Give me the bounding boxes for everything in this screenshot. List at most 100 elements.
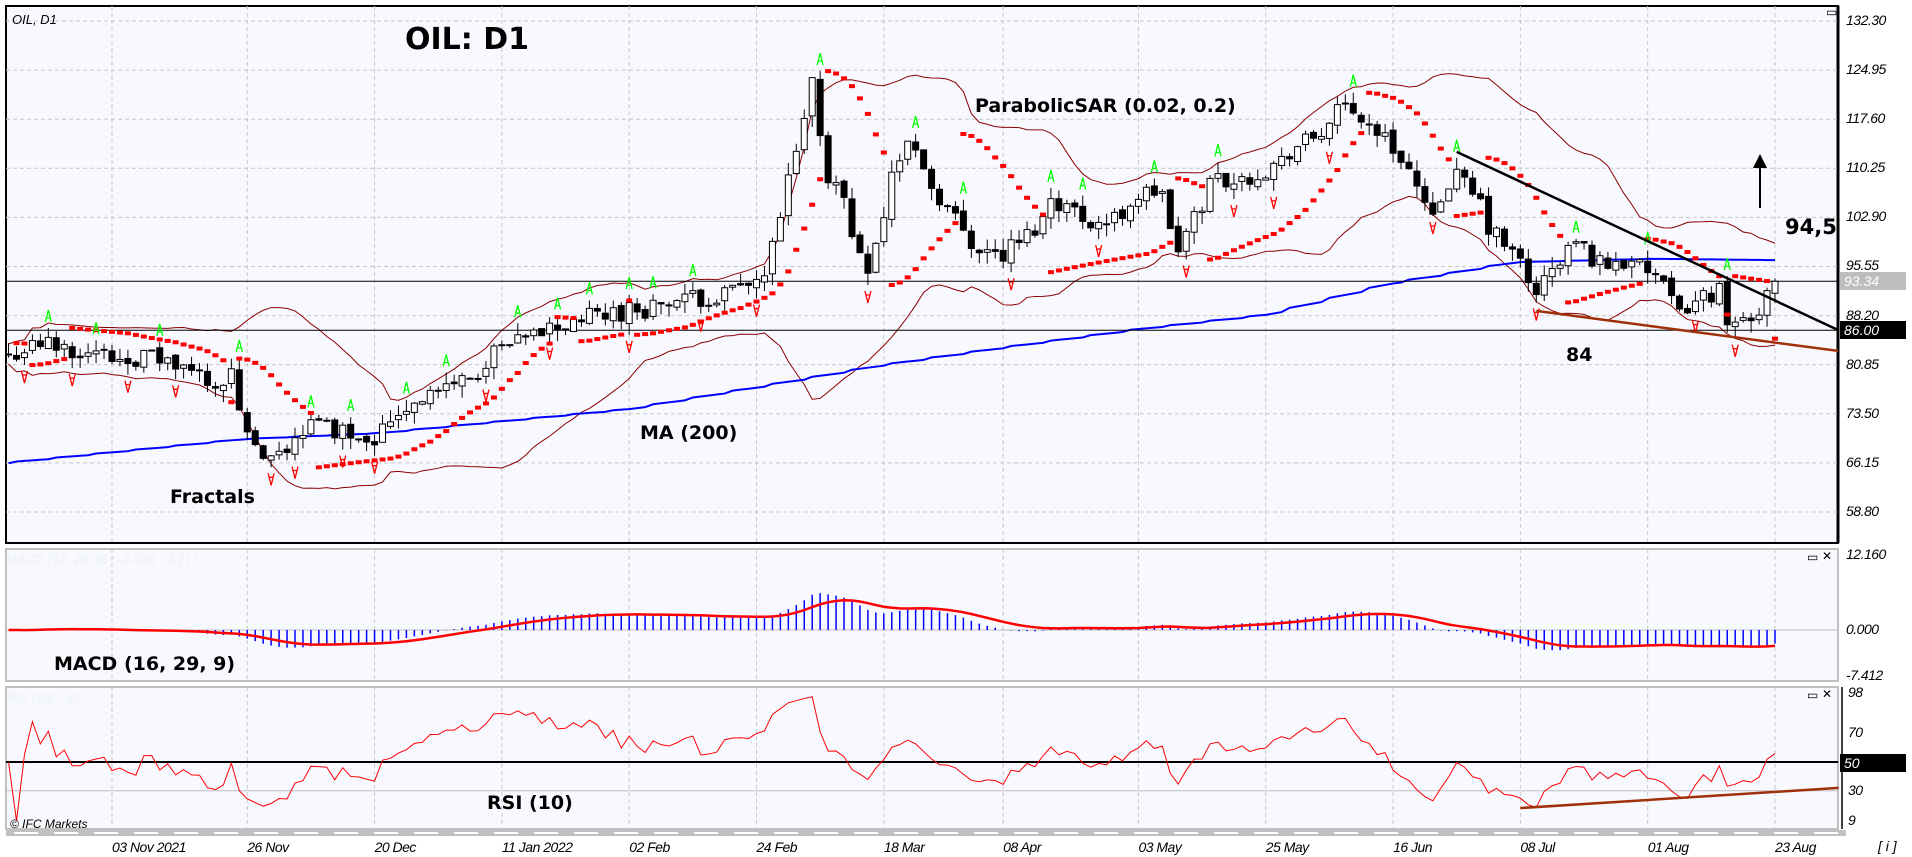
date-strip-dash bbox=[454, 832, 478, 834]
fractal-down-icon bbox=[1182, 265, 1190, 278]
candle-bear bbox=[538, 328, 546, 337]
sar-dot bbox=[1421, 121, 1428, 126]
sar-dot bbox=[284, 390, 291, 395]
candle-bull bbox=[1445, 188, 1453, 202]
candle-bull bbox=[140, 349, 148, 368]
macd-maximize-icon[interactable]: ▭ bbox=[1807, 550, 1819, 564]
fractal-up-icon bbox=[1453, 139, 1461, 152]
x-tick-label: 02 Feb bbox=[629, 839, 670, 855]
candle-bull bbox=[546, 322, 554, 335]
sar-dot bbox=[681, 325, 688, 330]
sar-dot bbox=[912, 267, 919, 272]
maximize-icon[interactable]: ▭ bbox=[1826, 5, 1838, 19]
candle-bull bbox=[800, 117, 808, 151]
sar-dot bbox=[1111, 257, 1118, 262]
candle-bear bbox=[108, 350, 116, 362]
candle-bull bbox=[1039, 216, 1047, 235]
macd-legend: MACD (12, 26, 9) : -3.043, -3.211 bbox=[6, 552, 198, 567]
sar-dot bbox=[1262, 235, 1269, 240]
sar-dot bbox=[1477, 210, 1484, 215]
candle-bull bbox=[227, 368, 235, 384]
candle-bull bbox=[1198, 210, 1206, 214]
fractal-down-icon bbox=[482, 389, 490, 402]
candle-bull bbox=[1278, 155, 1286, 166]
support-annotation: 84 bbox=[1566, 344, 1593, 366]
sar-dot bbox=[1501, 161, 1508, 166]
sar-dot bbox=[610, 334, 617, 339]
rsi-maximize-icon[interactable]: ▭ bbox=[1807, 688, 1819, 702]
candle-bull bbox=[1691, 300, 1699, 313]
sar-dot bbox=[745, 302, 752, 307]
candle-bear bbox=[1119, 209, 1127, 219]
trendline-resistance bbox=[1456, 150, 1838, 332]
candle-bull bbox=[649, 299, 657, 317]
info-button[interactable]: [ i ] bbox=[1878, 838, 1897, 854]
date-strip-dash bbox=[1374, 832, 1398, 834]
sar-dot bbox=[435, 434, 442, 439]
candle-bear bbox=[259, 445, 267, 459]
candle-bear bbox=[1707, 292, 1715, 303]
candle-bull bbox=[1254, 179, 1262, 188]
sar-dot bbox=[721, 310, 728, 315]
fractal-up-icon bbox=[1723, 258, 1731, 271]
candle-bear bbox=[323, 419, 331, 422]
sar-dot bbox=[188, 344, 195, 349]
fractal-down-icon bbox=[545, 347, 554, 360]
sar-dot bbox=[984, 146, 991, 151]
candle-bull bbox=[1572, 241, 1580, 244]
date-strip-dash bbox=[854, 832, 878, 834]
candle-bear bbox=[912, 141, 920, 151]
candle-bull bbox=[1636, 259, 1644, 263]
candle-bull bbox=[776, 216, 784, 242]
macd-close-icon[interactable]: ✕ bbox=[1822, 549, 1833, 563]
fractal-down-icon bbox=[267, 473, 275, 486]
candle-bull bbox=[339, 424, 347, 439]
candle-bear bbox=[371, 441, 379, 446]
sar-dot bbox=[244, 357, 251, 362]
candle-bear bbox=[554, 324, 562, 331]
sar-dot bbox=[753, 299, 760, 304]
candle-bull bbox=[1158, 191, 1166, 194]
candle-bear bbox=[991, 249, 999, 252]
sar-dot bbox=[1620, 285, 1627, 290]
sar-dot bbox=[475, 405, 482, 410]
candle-bear bbox=[132, 361, 140, 367]
sar-dot bbox=[1024, 195, 1031, 200]
sar-dot bbox=[45, 361, 52, 366]
macd-tick-label: 12.160 bbox=[1846, 546, 1886, 562]
fractal-up-icon bbox=[816, 52, 824, 66]
sar-dot bbox=[602, 335, 609, 340]
candle-bear bbox=[1341, 102, 1349, 105]
sar-dot bbox=[506, 378, 513, 383]
rsi-close-icon[interactable]: ✕ bbox=[1822, 687, 1833, 701]
sar-dot bbox=[323, 464, 330, 469]
sar-dot bbox=[1175, 176, 1182, 181]
candle-bull bbox=[1437, 201, 1445, 213]
candle-bull bbox=[1134, 198, 1142, 207]
x-tick-label: 08 Apr bbox=[1003, 839, 1041, 855]
date-strip-dash bbox=[974, 832, 998, 834]
candle-bull bbox=[1381, 132, 1389, 137]
candle-bear bbox=[1469, 177, 1477, 195]
y-tick-label: 73.50 bbox=[1846, 404, 1879, 421]
sar-dot bbox=[61, 357, 68, 362]
sar-dot bbox=[291, 398, 298, 403]
candle-bear bbox=[522, 335, 530, 338]
symbol-label: OIL, D1 bbox=[12, 12, 57, 27]
date-strip-dash bbox=[374, 832, 398, 834]
current-price-label: 93.34 bbox=[1840, 272, 1906, 290]
candle-bull bbox=[585, 307, 593, 324]
sar-dot bbox=[514, 370, 521, 375]
candle-bull bbox=[1206, 177, 1214, 212]
sar-dot bbox=[1445, 157, 1452, 162]
sar-dot bbox=[1294, 214, 1301, 219]
chart-title: OIL: D1 bbox=[405, 22, 529, 57]
sar-dot bbox=[1716, 274, 1723, 279]
candle-bull bbox=[490, 345, 498, 369]
sar-dot bbox=[1167, 240, 1174, 245]
candle-bear bbox=[1429, 202, 1437, 215]
sar-dot bbox=[347, 461, 354, 466]
sar-dot bbox=[538, 346, 545, 351]
y-tick-label: 66.15 bbox=[1846, 453, 1879, 470]
candle-bear bbox=[737, 283, 745, 286]
